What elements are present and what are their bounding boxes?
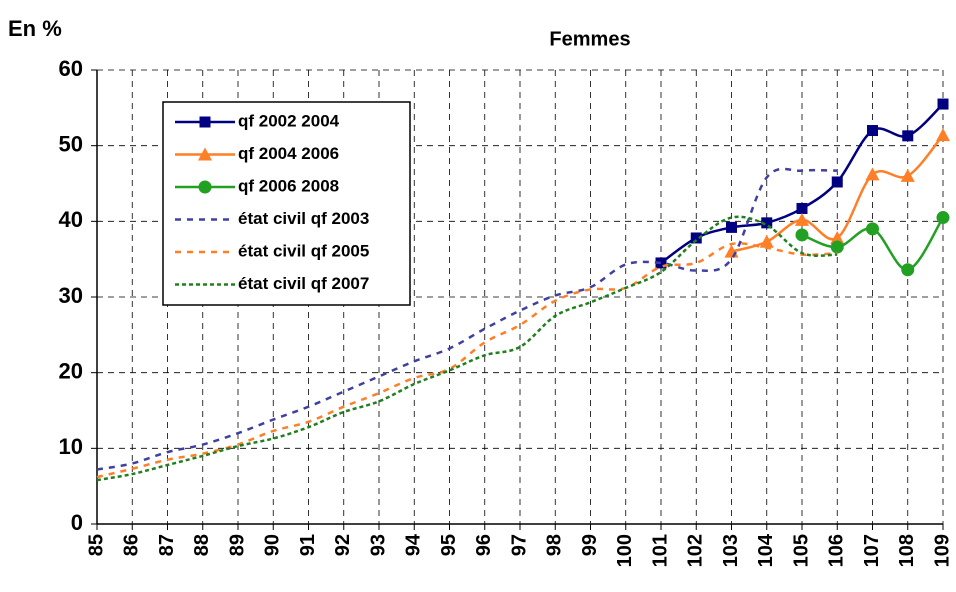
marker	[796, 202, 808, 214]
legend-box	[162, 101, 411, 306]
x-tick-label: 86	[121, 534, 143, 556]
x-tick-label: 92	[332, 534, 354, 556]
marker	[198, 180, 212, 194]
marker	[901, 263, 915, 277]
marker	[726, 221, 737, 233]
x-tick-label: 107	[861, 534, 883, 567]
legend-label: qf 2002 2004	[238, 111, 340, 130]
x-tick-label: 109	[931, 534, 953, 567]
x-tick-label: 98	[544, 534, 566, 556]
legend-label: état civil qf 2007	[238, 274, 369, 293]
x-tick-label: 93	[367, 534, 389, 556]
x-tick-label: 89	[226, 534, 248, 556]
x-tick-label: 91	[297, 534, 319, 556]
marker	[759, 234, 774, 248]
marker	[830, 230, 845, 244]
marker	[866, 222, 879, 236]
marker	[690, 232, 702, 244]
marker	[937, 98, 949, 110]
marker	[198, 147, 212, 161]
x-tick-label: 94	[403, 533, 425, 556]
x-tick-label: 97	[508, 534, 530, 556]
chart-title: Femmes	[549, 28, 630, 50]
x-tick-label: 100	[614, 534, 636, 567]
marker	[795, 228, 809, 242]
x-tick-label: 87	[156, 534, 178, 556]
marker	[830, 240, 844, 254]
y-tick-label: 30	[59, 283, 83, 308]
series-line	[96, 215, 838, 482]
marker	[865, 167, 880, 181]
y-axis-label: En %	[8, 16, 62, 41]
marker	[795, 212, 809, 226]
x-tick-label: 95	[438, 534, 460, 556]
x-tick-label: 106	[826, 534, 848, 567]
x-tick-label: 99	[579, 534, 601, 556]
x-tick-label: 104	[755, 533, 777, 567]
y-tick-label: 40	[59, 207, 83, 232]
legend-label: qf 2004 2006	[238, 144, 339, 163]
marker	[831, 176, 843, 188]
series-line	[96, 167, 838, 471]
x-tick-label: 105	[790, 534, 812, 567]
y-tick-label: 50	[59, 131, 83, 156]
marker	[761, 217, 773, 229]
x-tick-label: 103	[720, 534, 742, 567]
marker	[900, 168, 915, 182]
y-tick-label: 10	[59, 434, 83, 459]
marker	[936, 211, 950, 225]
marker	[655, 257, 667, 269]
legend-label: état civil qf 2005	[238, 241, 369, 260]
x-tick-label: 108	[896, 534, 918, 567]
y-tick-label: 60	[59, 56, 83, 81]
legend-label: qf 2006 2008	[238, 176, 339, 195]
y-tick-label: 20	[59, 358, 83, 383]
x-tick-label: 96	[473, 534, 495, 556]
x-tick-label: 102	[685, 534, 707, 567]
x-tick-label: 88	[191, 534, 213, 556]
marker	[936, 128, 950, 142]
x-tick-label: 101	[649, 534, 671, 567]
legend-label: état civil qf 2003	[238, 209, 369, 228]
series-line	[96, 242, 838, 479]
y-tick-label: 0	[71, 510, 83, 535]
marker	[867, 125, 878, 137]
marker	[199, 116, 211, 128]
x-tick-label: 90	[262, 534, 284, 556]
legend: qf 2002 2004 qf 2004 2006 qf 2006 2008 état…	[162, 101, 411, 306]
x-tick-label: 85	[85, 534, 107, 556]
marker	[902, 130, 914, 142]
